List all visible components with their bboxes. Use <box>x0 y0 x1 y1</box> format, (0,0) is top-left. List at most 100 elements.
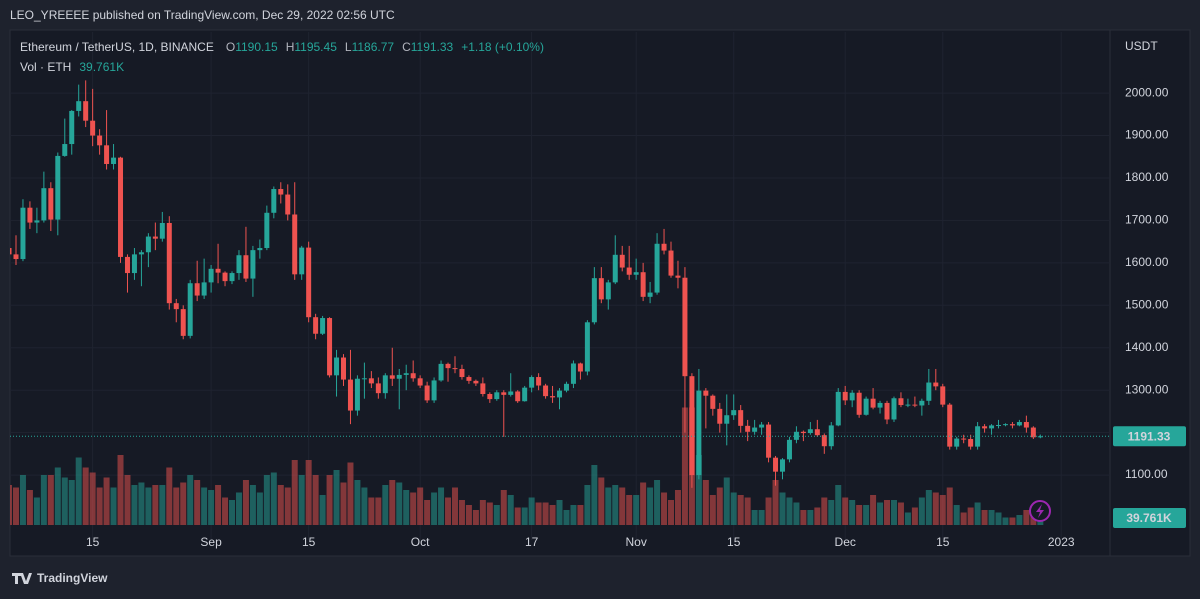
candle-body <box>320 318 326 334</box>
candle-body <box>62 144 68 156</box>
volume-bar <box>661 492 668 525</box>
candle-body <box>306 247 312 318</box>
x-tick-label: 15 <box>936 535 950 549</box>
candle-body <box>557 390 563 398</box>
axes: 1100.001200.001300.001400.001500.001600.… <box>10 85 1186 549</box>
volume-bar <box>681 407 688 525</box>
volume-bar <box>445 497 452 525</box>
candle-body <box>124 256 130 274</box>
candle-body <box>863 398 869 415</box>
volume-bar <box>570 505 577 525</box>
volume-bar <box>856 505 863 525</box>
candle-body <box>640 272 646 297</box>
volume-bar <box>145 487 152 525</box>
volume-bar <box>284 487 291 525</box>
candle-body <box>459 368 465 378</box>
volume-bar <box>793 502 800 525</box>
volume-bar <box>82 467 89 525</box>
volume-bar <box>431 492 438 525</box>
candle-body <box>529 377 535 388</box>
y-tick-label: 1600.00 <box>1125 255 1169 269</box>
volume-bar <box>744 497 751 525</box>
volume-bar <box>758 510 765 525</box>
candle-body <box>264 212 270 249</box>
volume-bar <box>117 455 124 525</box>
volume-bar <box>201 487 208 525</box>
volume-bar <box>584 485 591 525</box>
candle-body <box>257 248 263 251</box>
candle-body <box>626 267 632 275</box>
volume-bar <box>242 480 249 525</box>
y-tick-label: 1300.00 <box>1125 382 1169 396</box>
low-label: L <box>345 40 352 54</box>
volume-bar <box>911 507 918 525</box>
volume-bar <box>33 497 40 525</box>
candle-body <box>27 207 33 223</box>
volume-bar <box>995 512 1002 525</box>
volume-bar <box>305 460 312 525</box>
candle-body <box>152 236 158 239</box>
candle-body <box>271 189 277 213</box>
candle-body <box>340 357 346 380</box>
candle-body <box>69 110 75 145</box>
volume-bar <box>75 457 82 525</box>
volume-bar <box>187 475 194 525</box>
volume-bar <box>521 507 528 525</box>
candle-body <box>104 145 110 164</box>
volume-bar <box>654 480 661 525</box>
candle-body <box>20 207 26 260</box>
candle-body <box>961 438 967 440</box>
candle-body <box>410 373 416 379</box>
volume-bar <box>215 485 222 525</box>
y-tick-label: 1100.00 <box>1125 467 1168 481</box>
candle-body <box>97 135 103 146</box>
candle-body <box>76 101 82 111</box>
candle-body <box>1030 427 1036 438</box>
candle-body <box>543 385 549 397</box>
candle-body <box>215 268 221 273</box>
candle-body <box>347 379 353 411</box>
last-price-label: 1191.33 <box>1128 429 1171 443</box>
volume-bar <box>173 487 180 525</box>
candle-body <box>982 426 988 429</box>
alert-icon[interactable] <box>1029 500 1051 522</box>
candle-body <box>159 222 165 239</box>
volume-bar <box>904 512 911 525</box>
candle-body <box>285 194 291 215</box>
volume-bar <box>1023 510 1030 525</box>
candle-body <box>954 438 960 447</box>
volume-bar <box>849 500 856 525</box>
candle-body <box>947 404 953 447</box>
volume-value: 39.761K <box>79 60 124 74</box>
candle-body <box>563 383 569 391</box>
volume-bar <box>598 477 605 525</box>
candle-body <box>292 214 298 275</box>
volume-bar <box>674 490 681 525</box>
candle-body <box>515 391 521 402</box>
candle-body <box>842 391 848 401</box>
candle-body <box>661 243 667 251</box>
volume-bar <box>1016 515 1023 525</box>
volume-bar <box>340 482 347 525</box>
candle-body <box>1002 424 1008 426</box>
candle-body <box>494 392 500 400</box>
candle-body <box>738 410 744 426</box>
candle-body <box>145 236 151 253</box>
plot <box>10 80 1044 525</box>
candle-body <box>828 425 834 447</box>
volume-bar <box>403 490 410 525</box>
close-label: C <box>402 40 411 54</box>
candle-body <box>194 283 200 296</box>
candle-body <box>570 363 576 384</box>
candle-body <box>933 382 939 387</box>
volume-bar <box>347 462 354 525</box>
candle-body <box>473 380 479 384</box>
candle-body <box>424 385 430 401</box>
candle-body <box>361 378 367 380</box>
candle-body <box>222 272 228 282</box>
volume-bar <box>263 475 270 525</box>
volume-bar <box>235 492 242 525</box>
volume-bar <box>542 502 549 525</box>
volume-bar <box>974 502 981 525</box>
candle-body <box>703 390 709 396</box>
